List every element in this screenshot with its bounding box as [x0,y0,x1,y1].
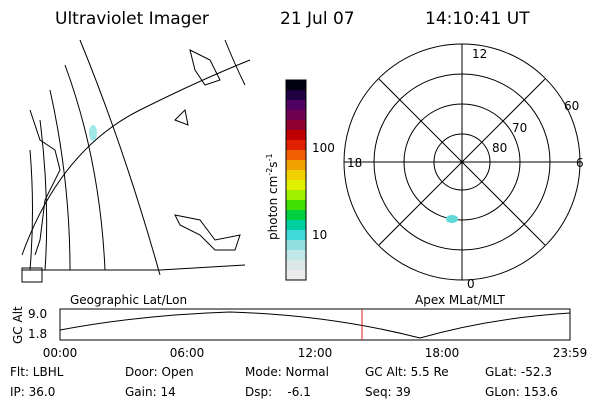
color-step [286,240,306,251]
time-label: 12:00 [298,346,333,360]
mlat-label: 60 [564,99,579,113]
colorbar-tick: 10 [312,228,327,242]
unit-part: photon cm [266,176,280,240]
info-field: Gain: 14 [125,385,176,399]
color-step [286,210,306,221]
color-step [286,80,306,91]
time-label: 18:00 [425,346,460,360]
info-field: GC Alt: 5.5 Re [365,365,449,379]
timeline [59,308,571,341]
map [21,39,251,283]
mlt-label: 0 [467,277,475,291]
alt-tick: 9.0 [28,307,47,321]
unit-part: -1 [265,153,274,161]
time: 14:10:41 UT [425,9,530,29]
mlat-label: 80 [492,141,507,155]
color-step [286,110,306,121]
date: 21 Jul 07 [280,9,355,29]
info-field: Flt: LBHL [10,365,64,379]
info-field: IP: 36.0 [10,385,55,399]
mlt-label: 12 [472,47,487,61]
title: Ultraviolet Imager [55,9,209,29]
colorbar-frame [285,79,307,281]
mlat-label: 70 [512,121,527,135]
color-step [286,130,306,141]
color-step [286,270,306,281]
color-step [286,120,306,131]
mlt-label: 6 [576,156,584,170]
map-label: Geographic Lat/Lon [70,293,187,307]
timeline-axis-label: GC Alt [11,306,25,344]
time-label: 23:59 [553,346,588,360]
info-field: Mode: Normal [245,365,329,379]
color-step [286,150,306,161]
time-label: 06:00 [170,346,205,360]
mlt-label: 18 [347,156,362,170]
colorbar-tick: 100 [312,141,335,155]
color-step [286,260,306,271]
color-step [286,140,306,151]
info-field: GLon: 153.6 [485,385,558,399]
color-step [286,190,306,201]
polar-label: Apex MLat/MLT [415,293,505,307]
color-step [286,90,306,101]
color-step [286,180,306,191]
unit-part: -2 [265,168,274,176]
alt-tick: 1.8 [28,327,47,341]
color-step [286,220,306,231]
info-field: Seq: 39 [365,385,411,399]
info-field: GLat: -52.3 [485,365,552,379]
color-step [286,250,306,261]
colorbar [285,79,307,281]
time-label: 00:00 [43,346,78,360]
color-step [286,100,306,111]
info-field: Door: Open [125,365,194,379]
polar-grid [343,43,581,281]
color-step [286,170,306,181]
colorbar-unit: photon cm-2s-1 [265,153,280,240]
color-step [286,200,306,211]
color-step [286,160,306,171]
info-field: Dsp: -6.1 [245,385,311,399]
unit-part: s [266,161,280,167]
color-step [286,230,306,241]
